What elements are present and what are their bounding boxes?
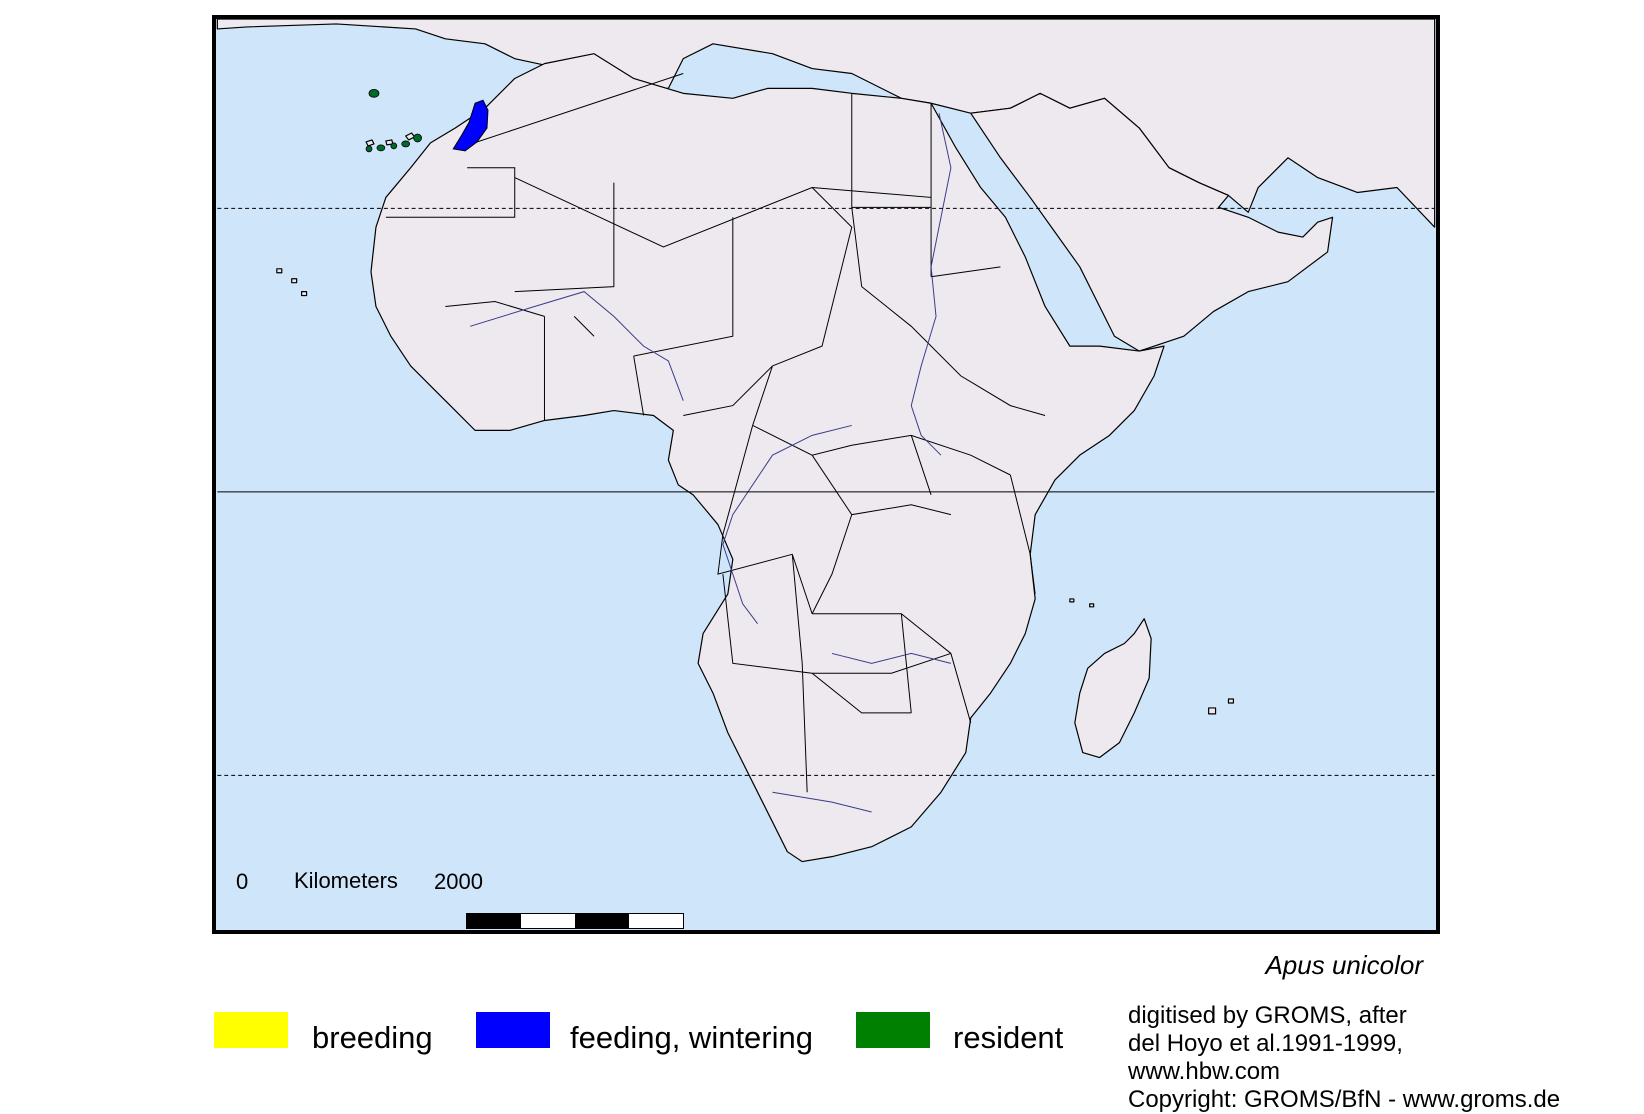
- legend-swatch-breeding: [214, 1012, 288, 1048]
- range-resident-canaries-3: [390, 142, 398, 150]
- map-canvas: [216, 19, 1436, 863]
- legend-swatch-feeding-wintering: [476, 1012, 550, 1048]
- scale-bar-segment: [467, 914, 521, 928]
- scale-end-label: 2000: [434, 869, 483, 894]
- range-resident-canaries-4: [401, 140, 411, 148]
- scale-start-label: 0: [236, 869, 249, 894]
- land-seychelles: [1069, 598, 1095, 608]
- land-arabia: [970, 92, 1334, 352]
- scale-bar-segment: [521, 914, 575, 928]
- credits-line: del Hoyo et al.1991-1999,: [1128, 1030, 1403, 1057]
- latitude-lines: [217, 207, 1435, 776]
- legend-label-resident: resident: [953, 1020, 1064, 1055]
- scale-unit-label: Kilometers: [294, 868, 398, 893]
- land-africa: [370, 53, 1165, 863]
- range-resident-canaries-1: [365, 145, 373, 153]
- credits-line: www.hbw.com: [1128, 1058, 1281, 1085]
- credits-line: Copyright: GROMS/BfN - www.groms.de: [1128, 1086, 1561, 1113]
- scale-bar: [466, 913, 684, 929]
- country-borders: [385, 73, 1046, 793]
- range-feeding-wintering: [452, 99, 489, 152]
- range-resident: [365, 88, 422, 153]
- land-cape-verde: [276, 268, 308, 297]
- range-resident-canaries-2: [376, 144, 386, 152]
- range-resident-madeira: [368, 88, 380, 98]
- land-madagascar: [1074, 618, 1152, 759]
- land-mascarene: [1208, 698, 1235, 715]
- range-resident-canaries-5: [413, 133, 422, 143]
- species-name: Apus unicolor: [1265, 950, 1423, 980]
- legend-label-feeding-wintering: feeding, wintering: [570, 1020, 813, 1055]
- credits-line: digitised by GROMS, after: [1128, 1002, 1407, 1029]
- scale-bar-segment: [575, 914, 629, 928]
- legend-label-breeding: breeding: [312, 1020, 433, 1055]
- legend-swatch-resident: [856, 1012, 930, 1048]
- scale-bar-segment: [629, 914, 683, 928]
- distribution-map: 0 Kilometers 2000: [212, 15, 1440, 934]
- rivers: [469, 113, 952, 813]
- credits-block: digitised by GROMS, after del Hoyo et al…: [1128, 1002, 1560, 1114]
- land-europe-mideast: [216, 19, 1436, 228]
- land-masses: [216, 19, 1436, 863]
